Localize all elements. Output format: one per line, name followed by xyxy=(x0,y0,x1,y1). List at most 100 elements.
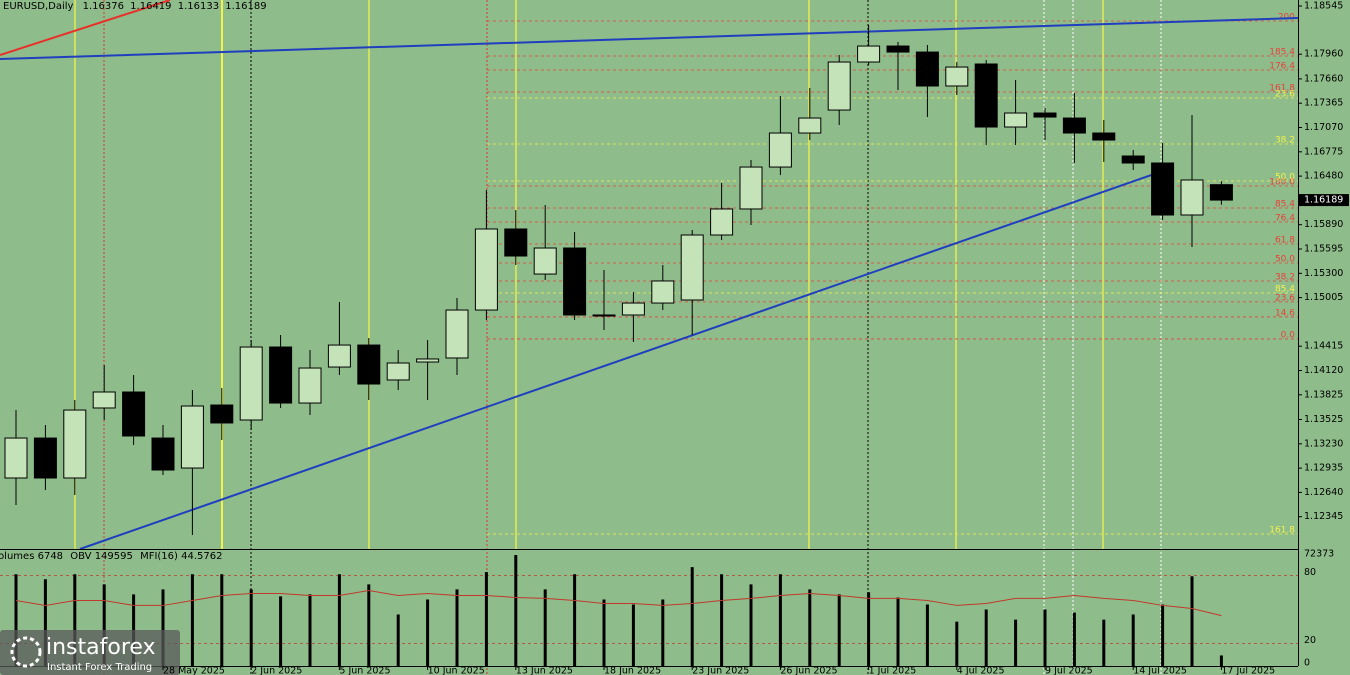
fib-label: 38.2 xyxy=(1275,272,1295,282)
candle-body xyxy=(592,314,616,317)
y-tick-label: 1.14120 xyxy=(1304,365,1343,376)
watermark-name: instaforex xyxy=(46,635,156,660)
mfi-tick-label: 0 xyxy=(1304,658,1310,669)
candle-body xyxy=(680,234,704,301)
candle-body xyxy=(739,166,763,210)
x-tick-label: 18 Jun 2025 xyxy=(604,666,661,675)
candle-body xyxy=(445,309,469,359)
candle-body xyxy=(798,117,822,134)
volume-tick-label: 72373 xyxy=(1304,549,1334,560)
candle-body xyxy=(33,437,57,479)
candle-body xyxy=(857,45,881,63)
fib-label: 185.4 xyxy=(1269,48,1295,58)
candle-body xyxy=(269,346,293,404)
candle-body xyxy=(239,346,263,421)
candle-body xyxy=(327,344,351,368)
price-axis: 1.18545 1.17960 1.17660 1.17365 1.17070 1.167… xyxy=(1298,1,1349,522)
watermark-icon xyxy=(10,636,42,668)
watermark: instaforex Instant Forex Trading xyxy=(0,630,180,675)
candle-body xyxy=(416,358,440,363)
candle-body xyxy=(180,405,204,469)
volume-name: Volumes xyxy=(0,551,34,562)
x-tick-label: 28 May 2025 xyxy=(163,666,225,675)
candle-body xyxy=(357,344,381,385)
x-tick-label: 17 Jul 2025 xyxy=(1221,666,1275,675)
x-tick-label: 2 Jun 2025 xyxy=(251,666,302,675)
candle-body xyxy=(4,437,28,479)
y-tick-label: 1.13230 xyxy=(1304,438,1343,449)
candle-body xyxy=(1151,162,1175,216)
x-tick-label: 23 Jun 2025 xyxy=(692,666,749,675)
fib-label: 38.2 xyxy=(1275,135,1295,145)
candle-body xyxy=(974,63,998,128)
watermark-tagline: Instant Forex Trading xyxy=(47,662,152,673)
obv-value: 149595 xyxy=(95,551,133,562)
trend-line xyxy=(0,0,171,56)
mfi-line xyxy=(15,590,1222,617)
y-tick-label: 1.15890 xyxy=(1304,219,1343,230)
candle-body xyxy=(886,45,910,53)
candle-body xyxy=(474,228,498,311)
fib-levels: 200185.4176.4161.8100.085.476.461.850.03… xyxy=(487,13,1298,536)
mfi-tick-label: 80 xyxy=(1304,567,1316,578)
fib-label: 100.0 xyxy=(1269,177,1295,187)
candle-body xyxy=(621,302,645,316)
obv-name: OBV xyxy=(70,551,91,562)
fib-label: 85.4 xyxy=(1275,199,1295,209)
candle-body xyxy=(651,280,675,304)
close: 1.16189 xyxy=(225,1,266,12)
trend-line xyxy=(0,17,1299,60)
candle-body xyxy=(386,362,410,381)
candle-body xyxy=(210,404,234,424)
x-tick-label: 9 Jul 2025 xyxy=(1045,666,1093,675)
candle-body xyxy=(1062,117,1086,134)
fib-label: 23.6 xyxy=(1275,90,1295,100)
candle-body xyxy=(827,61,851,111)
x-tick-label: 26 Jun 2025 xyxy=(780,666,837,675)
low: 1.16133 xyxy=(178,1,219,12)
candle-body xyxy=(1209,184,1233,201)
y-tick-label: 1.12935 xyxy=(1304,463,1343,474)
y-tick-label: 1.13525 xyxy=(1304,414,1343,425)
y-tick-label: 1.13825 xyxy=(1304,389,1343,400)
candle-body xyxy=(533,247,557,275)
candle-body xyxy=(122,391,146,437)
trend-lines xyxy=(0,0,1299,550)
candle-body xyxy=(1004,112,1028,128)
fib-label: 161.8 xyxy=(1269,526,1295,536)
y-tick-label: 1.15005 xyxy=(1304,292,1343,303)
candle-body xyxy=(1180,179,1204,216)
y-tick-label: 1.17365 xyxy=(1304,98,1343,109)
high: 1.16419 xyxy=(130,1,171,12)
volume-header: Volumes 6748 OBV 149595 MFI(16) 44.5762 xyxy=(0,551,222,562)
watermark-box xyxy=(0,630,180,675)
candle-body xyxy=(768,132,792,168)
volume-value: 6748 xyxy=(38,551,63,562)
fib-label: 61.8 xyxy=(1275,235,1295,245)
mfi-value: 44.5762 xyxy=(181,551,222,562)
y-tick-label: 1.17960 xyxy=(1304,49,1343,60)
fib-label: 23.6 xyxy=(1275,293,1295,303)
y-tick-label: 1.16775 xyxy=(1304,146,1343,157)
fib-label: 176.4 xyxy=(1269,62,1295,72)
fib-label: 161.8 xyxy=(1269,84,1295,94)
candle-body xyxy=(710,208,734,236)
candle-body xyxy=(1092,132,1116,141)
price-marker-label: 1.16189 xyxy=(1304,195,1343,206)
y-tick-label: 1.18545 xyxy=(1304,1,1343,12)
y-tick-label: 1.17660 xyxy=(1304,73,1343,84)
y-tick-label: 1.12345 xyxy=(1304,511,1343,522)
y-tick-label: 1.14415 xyxy=(1304,341,1343,352)
mfi-tick-label: 20 xyxy=(1304,635,1316,646)
chart-header: EURUSD,Daily 1.16376 1.16419 1.16133 1.1… xyxy=(3,1,267,12)
fib-label: 14.6 xyxy=(1275,308,1295,318)
fib-label: 50.0 xyxy=(1275,255,1295,265)
x-tick-label: 10 Jun 2025 xyxy=(428,666,485,675)
y-tick-label: 1.15300 xyxy=(1304,268,1343,279)
candles xyxy=(4,25,1233,535)
candle-body xyxy=(945,66,969,87)
candle-body xyxy=(92,391,116,409)
candle-body xyxy=(915,51,939,87)
